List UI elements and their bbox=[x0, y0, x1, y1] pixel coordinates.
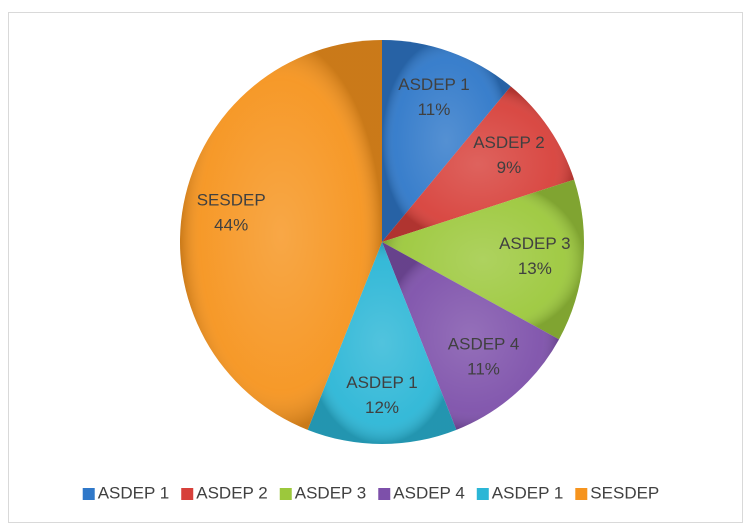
slice-category-label: ASDEP 2 bbox=[473, 133, 545, 152]
slice-value-label: 13% bbox=[518, 259, 552, 278]
slice-category-label: ASDEP 3 bbox=[499, 234, 571, 253]
legend-label: ASDEP 3 bbox=[295, 483, 367, 502]
slice-category-label: ASDEP 1 bbox=[398, 75, 470, 94]
slice-value-label: 12% bbox=[365, 398, 399, 417]
legend-label: SESDEP bbox=[590, 483, 659, 502]
legend-label: ASDEP 4 bbox=[393, 483, 465, 502]
legend-swatch bbox=[279, 488, 292, 500]
legend-swatch bbox=[378, 488, 391, 500]
slice-category-label: ASDEP 1 bbox=[346, 373, 418, 392]
slice-category-label: ASDEP 4 bbox=[448, 335, 520, 354]
legend-label: ASDEP 1 bbox=[98, 483, 170, 502]
slice-value-label: 9% bbox=[497, 158, 522, 177]
legend-swatch bbox=[82, 488, 95, 500]
slice-category-label: SESDEP bbox=[197, 191, 266, 210]
slice-value-label: 11% bbox=[467, 360, 500, 379]
legend-label: ASDEP 1 bbox=[492, 483, 564, 502]
legend-swatch bbox=[181, 488, 194, 500]
legend-swatch bbox=[476, 488, 489, 500]
legend-label: ASDEP 2 bbox=[196, 483, 268, 502]
slice-value-label: 44% bbox=[214, 216, 248, 235]
legend-swatch bbox=[575, 488, 588, 500]
slice-value-label: 11% bbox=[418, 100, 451, 119]
